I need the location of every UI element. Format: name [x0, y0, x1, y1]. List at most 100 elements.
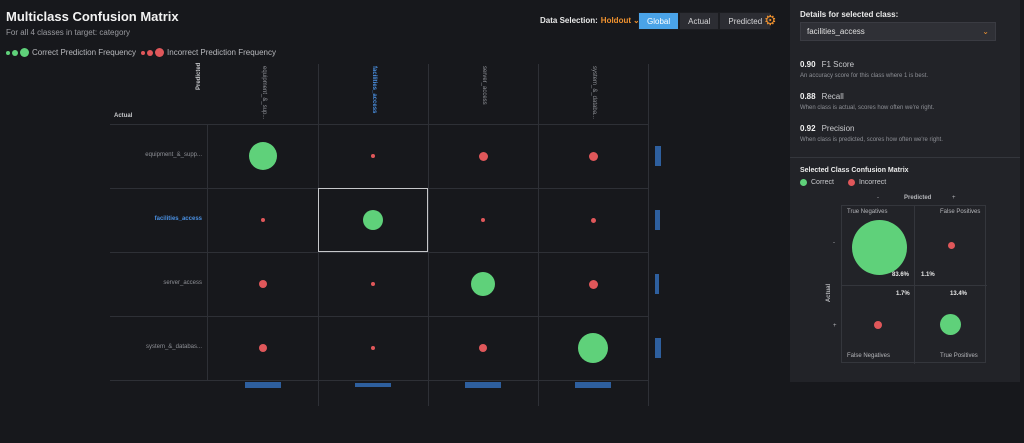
- details-heading: Details for selected class:: [800, 10, 899, 19]
- column-total-bar: [465, 382, 501, 388]
- matrix-bubble[interactable]: [588, 279, 598, 289]
- matrix-bubble[interactable]: [249, 142, 277, 170]
- selected-class-matrix-title: Selected Class Confusion Matrix: [800, 167, 909, 174]
- row-total-bar: [655, 146, 661, 166]
- class-select-value: facilities_access: [807, 27, 865, 36]
- data-selection-value[interactable]: Holdout: [600, 16, 632, 25]
- tn-bubble: [852, 220, 907, 275]
- matrix-bubble[interactable]: [371, 282, 375, 286]
- grid-line: [110, 316, 648, 317]
- false-negatives-label: False Negatives: [847, 353, 891, 359]
- correct-dot-icon: [800, 179, 807, 186]
- details-panel: Details for selected class: facilities_a…: [790, 0, 1020, 382]
- grid-line: [428, 64, 429, 406]
- grid-line: [648, 64, 649, 406]
- row-label[interactable]: equipment_&_supp...: [145, 152, 202, 158]
- data-selection[interactable]: Data Selection: Holdout ⌄: [540, 16, 640, 25]
- mode-toggle: Global Actual Predicted: [638, 12, 772, 30]
- mini-plus-col: +: [952, 195, 956, 201]
- fn-bubble: [874, 321, 882, 329]
- predicted-axis-label: Predicted: [196, 62, 202, 90]
- grid-line: [110, 124, 648, 125]
- column-label[interactable]: server_access: [481, 66, 487, 105]
- class-select[interactable]: facilities_access ⌄: [800, 22, 996, 41]
- gear-icon[interactable]: ⚙: [764, 12, 777, 28]
- fp-percent: 1.1%: [921, 272, 935, 278]
- incorrect-legend-icon: [141, 48, 165, 57]
- matrix-bubble[interactable]: [259, 280, 267, 288]
- matrix-bubble[interactable]: [479, 344, 487, 352]
- fp-bubble: [948, 242, 955, 249]
- true-negatives-label: True Negatives: [847, 209, 888, 215]
- metric-name: F1 Score: [821, 60, 855, 69]
- row-total-bar: [655, 274, 659, 294]
- mode-predicted-button[interactable]: Predicted: [719, 12, 772, 30]
- matrix-bubble[interactable]: [590, 217, 596, 223]
- metric-precision: 0.92 Precision When class is predicted, s…: [800, 124, 943, 143]
- matrix-bubble[interactable]: [588, 151, 598, 161]
- fn-percent: 1.7%: [896, 291, 910, 297]
- selected-cell-highlight: [318, 188, 428, 252]
- metric-value: 0.88: [800, 92, 816, 101]
- correct-legend-icon: [6, 48, 29, 57]
- grid-line: [110, 252, 648, 253]
- row-total-bar: [655, 210, 660, 230]
- mini-minus-col: -: [877, 195, 879, 201]
- mini-actual-label: Actual: [826, 283, 833, 303]
- tn-percent: 83.6%: [892, 272, 910, 278]
- column-label[interactable]: system_&_databa...: [591, 66, 597, 120]
- column-total-bar: [245, 382, 281, 388]
- row-label[interactable]: system_&_databas...: [145, 344, 202, 350]
- false-positives-label: False Positives: [940, 209, 981, 215]
- incorrect-dot-icon: [847, 179, 855, 186]
- column-label[interactable]: facilities_access: [371, 66, 377, 114]
- actual-axis-label: Actual: [114, 113, 133, 119]
- selected-class-matrix: True Negatives False Positives False Neg…: [841, 205, 987, 364]
- metric-value: 0.90: [800, 60, 816, 69]
- metric-f1: 0.90 F1 Score An accuracy score for this …: [800, 60, 928, 79]
- page-subtitle: For all 4 classes in target: category: [6, 28, 131, 37]
- matrix-bubble[interactable]: [261, 218, 265, 222]
- mini-minus-row: -: [833, 240, 835, 246]
- page-title: Multiclass Confusion Matrix: [6, 9, 179, 24]
- frequency-legend: Correct Prediction Frequency Incorrect P…: [6, 48, 276, 57]
- row-label[interactable]: facilities_access: [154, 216, 202, 222]
- metric-description: When class is actual, scores how often w…: [800, 105, 935, 111]
- divider: [790, 157, 1020, 158]
- column-label[interactable]: equipment_&_sup...: [261, 66, 267, 120]
- row-label[interactable]: server_access: [163, 280, 202, 286]
- incorrect-label: Incorrect: [858, 179, 887, 186]
- tp-bubble: [940, 314, 961, 335]
- mini-plus-row: +: [833, 323, 837, 329]
- metric-name: Recall: [821, 92, 844, 101]
- chevron-down-icon[interactable]: ⌄: [633, 16, 640, 25]
- matrix-panel: Multiclass Confusion Matrix For all 4 cl…: [6, 9, 777, 406]
- grid-line: [538, 64, 539, 406]
- metric-description: When class is predicted, scores how ofte…: [800, 137, 943, 143]
- true-positives-label: True Positives: [940, 353, 978, 359]
- mini-predicted-label: Predicted: [904, 195, 932, 201]
- matrix-bubble[interactable]: [363, 210, 383, 230]
- matrix-bubble[interactable]: [371, 154, 375, 158]
- metric-description: An accuracy score for this class where 1…: [800, 73, 929, 79]
- matrix-bubble[interactable]: [478, 151, 488, 161]
- tp-percent: 13.4%: [950, 291, 968, 297]
- mode-actual-button[interactable]: Actual: [679, 12, 720, 30]
- chevron-down-icon[interactable]: ⌄: [982, 27, 989, 36]
- matrix-bubble[interactable]: [481, 218, 485, 222]
- matrix-bubble[interactable]: [259, 344, 267, 352]
- selected-class-legend: Correct Incorrect: [800, 179, 886, 186]
- metric-value: 0.92: [800, 124, 816, 133]
- data-selection-label: Data Selection:: [540, 16, 598, 25]
- correct-legend-label: Correct Prediction Frequency: [32, 48, 137, 57]
- mode-global-button[interactable]: Global: [638, 12, 680, 30]
- metric-recall: 0.88 Recall When class is actual, scores …: [800, 92, 934, 111]
- column-total-bar: [575, 382, 611, 388]
- matrix-bubble[interactable]: [578, 333, 608, 363]
- matrix-bubble[interactable]: [371, 346, 375, 350]
- matrix-bubble[interactable]: [471, 272, 495, 296]
- column-total-bar: [355, 383, 391, 387]
- row-total-bar: [655, 338, 661, 358]
- grid-line: [110, 380, 648, 381]
- incorrect-legend-label: Incorrect Prediction Frequency: [167, 48, 276, 57]
